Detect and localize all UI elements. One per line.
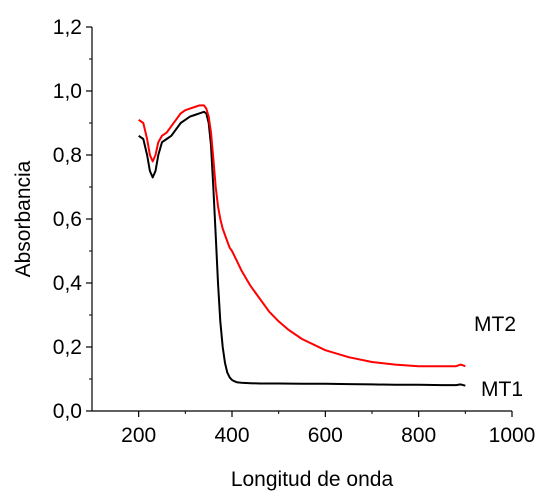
y-axis-title: Absorbancia [12, 160, 35, 277]
series-label-mt2: MT2 [474, 313, 516, 336]
series-label-mt1: MT1 [481, 378, 523, 401]
x-tick-label: 600 [308, 424, 343, 447]
x-axis-title: Longitud de onda [231, 468, 394, 491]
y-tick-label: 0,6 [53, 208, 82, 231]
labels-layer: Absorbancia Longitud de onda MT2 MT1 [12, 160, 523, 491]
series-line-mt1 [138, 110, 466, 387]
y-tick-label: 0,0 [53, 400, 82, 423]
y-tick-label: 0,2 [53, 336, 82, 359]
x-tick-label: 400 [214, 424, 249, 447]
ticks-layer: 0,0 0,2 0,4 0,6 0,8 1,0 1,2 200 400 600 800 1000 [53, 16, 536, 447]
y-tick-label: 0,8 [53, 144, 82, 167]
x-tick-label: 800 [401, 424, 436, 447]
x-tick-label: 1000 [489, 424, 536, 447]
series-line-mt2 [138, 104, 466, 368]
y-tick-label: 1,0 [53, 80, 82, 103]
x-tick-label: 200 [121, 424, 156, 447]
series-layer [138, 104, 466, 387]
axes-layer [91, 27, 512, 412]
y-tick-label: 1,2 [53, 16, 82, 39]
y-tick-label: 0,4 [53, 272, 83, 295]
